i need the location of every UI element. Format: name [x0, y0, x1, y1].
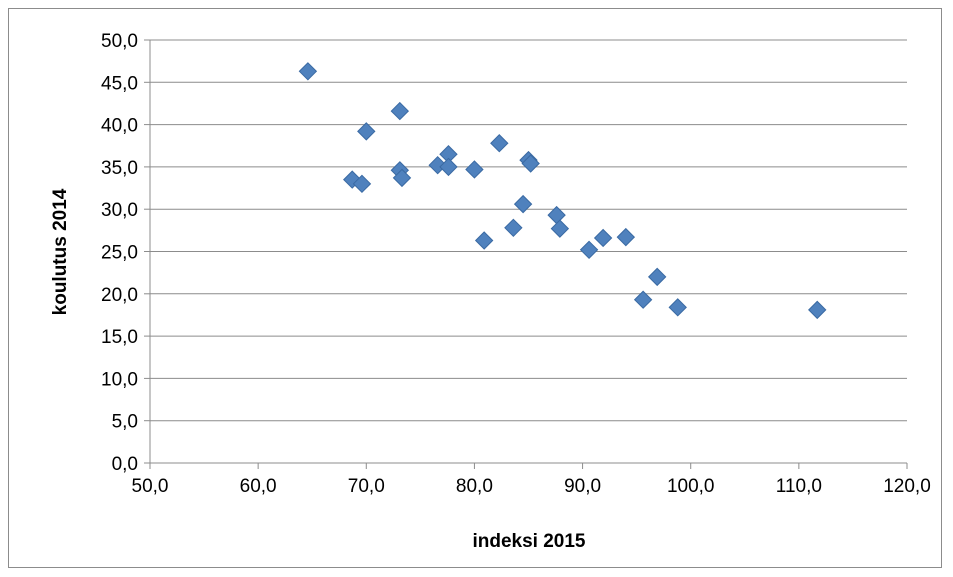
y-tick-label: 5,0: [112, 412, 138, 433]
data-point: [352, 174, 372, 194]
data-point: [668, 298, 687, 317]
data-point: [647, 267, 667, 287]
data-point: [439, 157, 458, 177]
data-points: [298, 62, 827, 320]
gridlines: [150, 39, 907, 422]
data-point: [616, 227, 636, 247]
y-tick-label: 35,0: [101, 158, 138, 179]
data-point: [298, 62, 318, 81]
x-tick-labels: 50,0 60,0 70,0 80,0 90,0 100,0 110,0 120,0: [132, 476, 931, 497]
y-tick-label: 40,0: [101, 116, 138, 137]
data-point: [490, 134, 509, 153]
data-point: [633, 290, 653, 309]
y-tick-label: 50,0: [101, 31, 138, 52]
x-tick-label: 70,0: [348, 476, 385, 497]
x-tick-label: 90,0: [564, 476, 601, 497]
y-tick-label: 25,0: [101, 243, 138, 264]
data-point: [465, 160, 484, 179]
x-tick-label: 100,0: [667, 476, 715, 497]
y-tick-label: 45,0: [101, 73, 138, 94]
chart-frame: [8, 8, 942, 568]
y-axis-title: koulutus 2014: [50, 188, 71, 315]
data-point: [392, 168, 412, 188]
data-point: [390, 101, 410, 121]
data-point: [550, 219, 570, 238]
y-tick-label: 20,0: [101, 285, 138, 306]
y-tick-label: 30,0: [101, 200, 138, 221]
data-point: [808, 300, 827, 320]
data-point: [521, 154, 540, 173]
x-tick-label: 110,0: [776, 476, 822, 497]
y-tick-label: 0,0: [112, 454, 138, 475]
axes: [144, 39, 908, 469]
x-tick-label: 60,0: [240, 476, 277, 497]
data-point: [504, 218, 523, 238]
y-tick-label: 10,0: [101, 369, 138, 390]
data-point: [579, 240, 599, 260]
y-tick-label: 15,0: [101, 327, 138, 348]
data-point: [357, 122, 376, 141]
x-tick-label: 120,0: [883, 476, 931, 497]
x-axis-title: indeksi 2015: [472, 531, 585, 552]
data-point: [513, 194, 533, 214]
y-tick-labels: 0,0 5,0 10,0 15,0 20,0 25,0 30,0 35,0 40,0 45,0 50…: [101, 31, 138, 475]
data-point: [474, 231, 494, 250]
data-point: [593, 228, 613, 248]
x-tick-label: 80,0: [456, 476, 493, 497]
x-tick-label: 50,0: [132, 476, 169, 497]
